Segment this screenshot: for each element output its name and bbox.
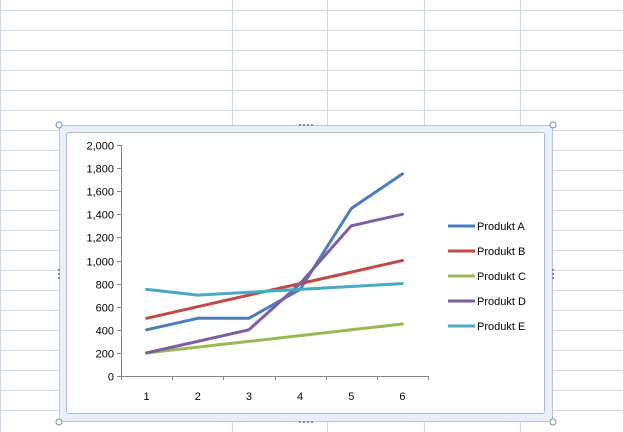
legend-label: Produkt E: [477, 321, 525, 333]
legend-entry[interactable]: Produkt A: [448, 221, 525, 233]
x-tick-label: 3: [246, 391, 252, 403]
x-tick-label: 4: [297, 391, 303, 403]
resize-handle[interactable]: [548, 120, 558, 130]
y-tick-label: 1,600: [86, 187, 114, 199]
y-tick-label: 0: [108, 372, 114, 384]
x-tick-label: 1: [144, 391, 150, 403]
series-line-4[interactable]: [145, 212, 404, 355]
x-tick-label: 2: [195, 391, 201, 403]
legend-entry[interactable]: Produkt C: [448, 271, 526, 283]
x-tick-label: 6: [399, 391, 405, 403]
resize-handle[interactable]: [54, 120, 64, 130]
y-tick-label: 1,400: [86, 210, 114, 222]
series-line-5[interactable]: [145, 282, 404, 297]
resize-handle[interactable]: [298, 419, 314, 425]
resize-handle[interactable]: [56, 268, 62, 280]
resize-handle[interactable]: [54, 417, 64, 427]
y-tick-label: 1,800: [86, 164, 114, 176]
y-tick-label: 600: [96, 303, 114, 315]
chart-series: [145, 172, 404, 355]
y-tick-label: 1,200: [86, 233, 114, 245]
y-tick-label: 800: [96, 280, 114, 292]
series-line-3[interactable]: [145, 322, 404, 355]
legend-entry[interactable]: Produkt B: [448, 246, 525, 258]
resize-handle[interactable]: [548, 417, 558, 427]
y-tick-label: 400: [96, 326, 114, 338]
x-tick-label: 5: [348, 391, 354, 403]
chart-legend[interactable]: Produkt A Produkt B Produkt C Produkt D Prod…: [448, 221, 526, 333]
y-tick-label: 1,000: [86, 257, 114, 269]
legend-entry[interactable]: Produkt E: [448, 321, 525, 333]
legend-label: Produkt B: [477, 246, 525, 258]
series-line-1[interactable]: [145, 172, 404, 332]
resize-handle[interactable]: [298, 122, 314, 128]
chart-area[interactable]: [66, 132, 545, 414]
resize-handle[interactable]: [550, 268, 556, 280]
y-tick-label: 2,000: [86, 141, 114, 153]
chart-axes: 0 200 400 600 800 1,000 1,200 1,400 1,600 1,800 2,…: [86, 141, 429, 403]
y-tick-label: 200: [96, 349, 114, 361]
legend-label: Produkt C: [477, 271, 526, 283]
legend-label: Produkt A: [477, 221, 525, 233]
legend-label: Produkt D: [477, 296, 526, 308]
legend-entry[interactable]: Produkt D: [448, 296, 526, 308]
